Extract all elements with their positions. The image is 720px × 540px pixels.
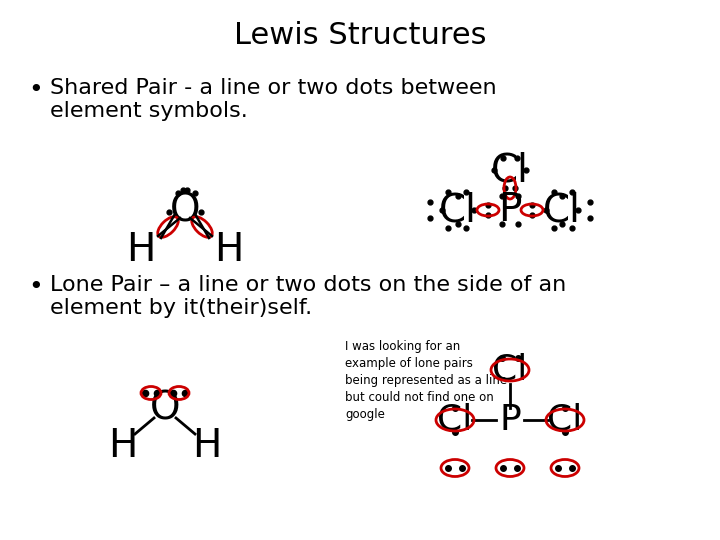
Text: H: H bbox=[215, 231, 243, 269]
Text: •: • bbox=[28, 275, 42, 299]
Text: Cl: Cl bbox=[439, 191, 477, 229]
Text: Cl: Cl bbox=[492, 353, 528, 387]
Text: Lewis Structures: Lewis Structures bbox=[234, 21, 486, 50]
Text: P: P bbox=[498, 191, 522, 229]
Text: I was looking for an
example of lone pairs
being represented as a line
but could: I was looking for an example of lone pai… bbox=[345, 340, 507, 421]
Text: Cl: Cl bbox=[547, 403, 582, 437]
Text: H: H bbox=[108, 427, 138, 465]
Text: P: P bbox=[499, 403, 521, 437]
Text: •: • bbox=[28, 78, 42, 102]
Text: Shared Pair - a line or two dots between
element symbols.: Shared Pair - a line or two dots between… bbox=[50, 78, 497, 121]
Text: H: H bbox=[192, 427, 222, 465]
Text: Cl: Cl bbox=[543, 191, 581, 229]
Text: H: H bbox=[126, 231, 156, 269]
Text: O: O bbox=[150, 389, 180, 427]
Text: Lone Pair – a line or two dots on the side of an
element by it(their)self.: Lone Pair – a line or two dots on the si… bbox=[50, 275, 566, 318]
Text: Cl: Cl bbox=[437, 403, 472, 437]
Text: Cl: Cl bbox=[491, 151, 529, 189]
Text: O: O bbox=[170, 191, 200, 229]
